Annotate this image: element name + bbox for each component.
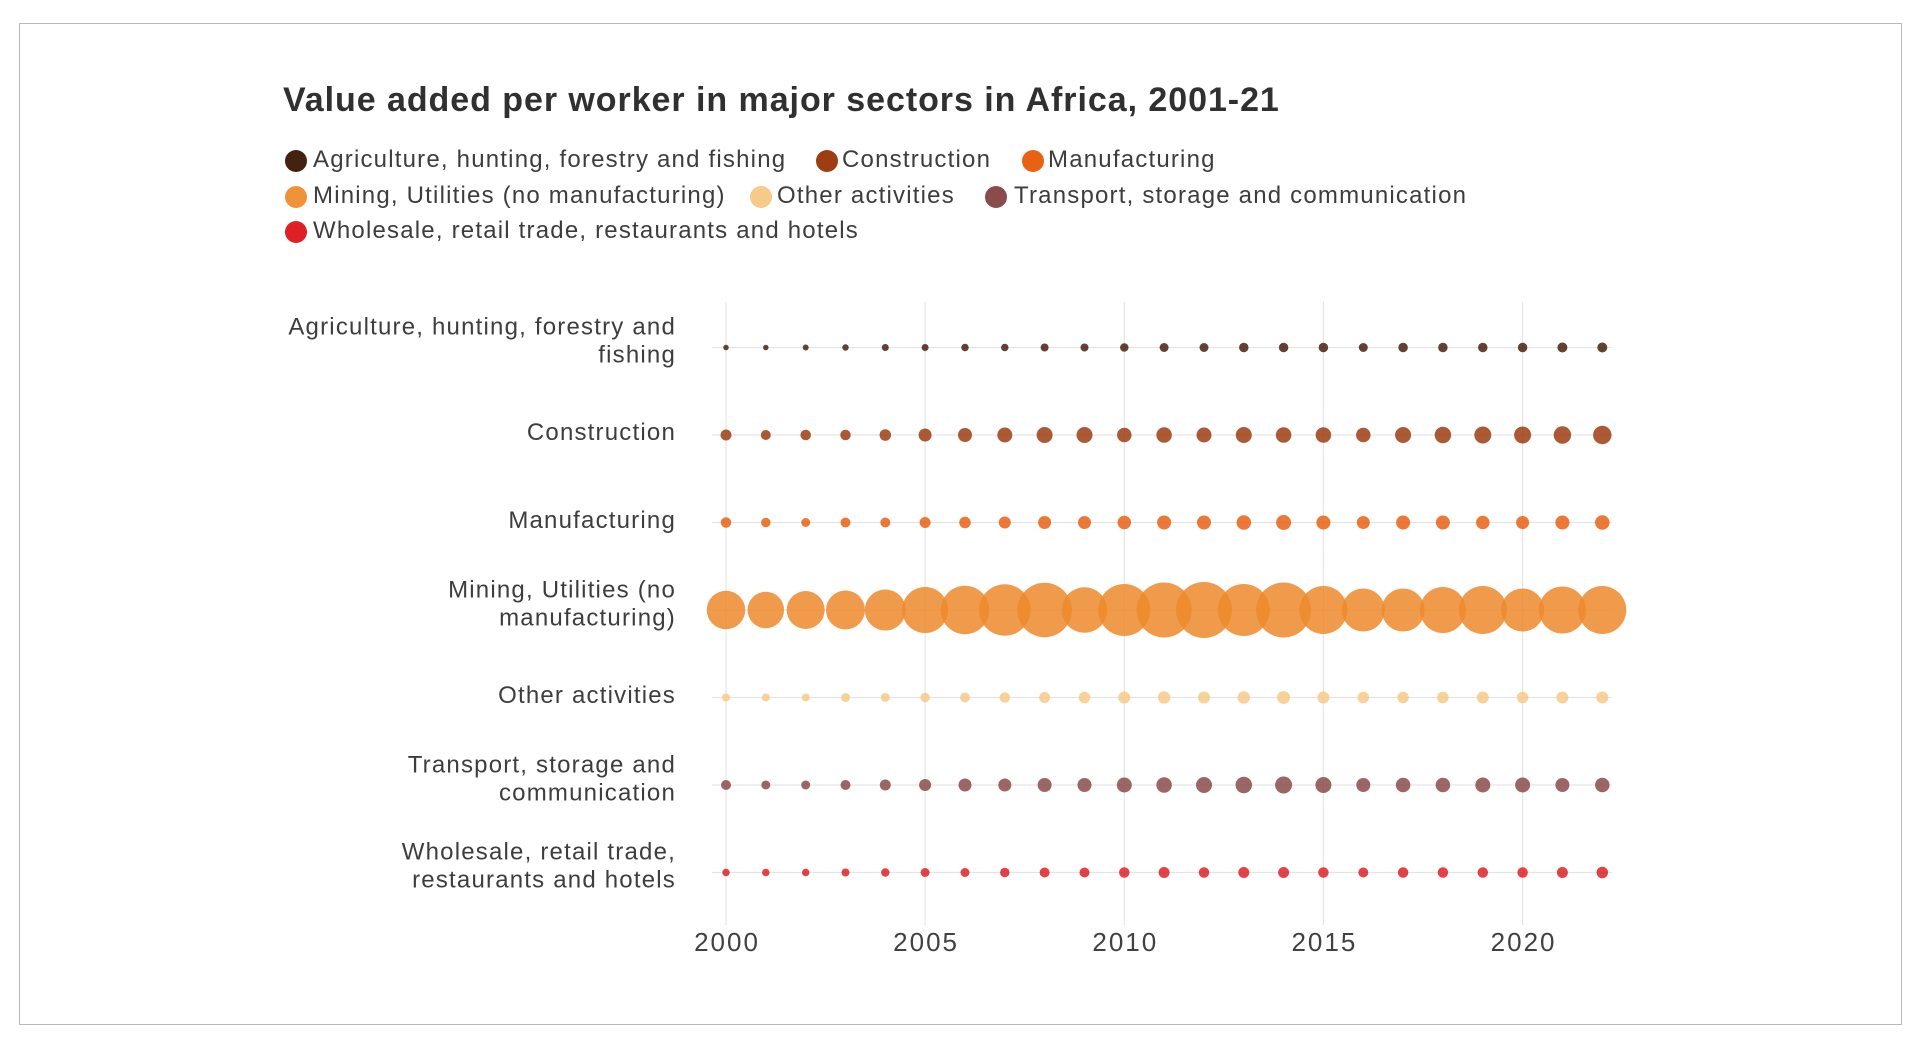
svg-text:2020: 2020 bbox=[1491, 927, 1557, 957]
svg-text:2005: 2005 bbox=[893, 927, 959, 957]
svg-text:2010: 2010 bbox=[1092, 927, 1158, 957]
svg-text:2000: 2000 bbox=[694, 927, 760, 957]
svg-text:2015: 2015 bbox=[1291, 927, 1357, 957]
